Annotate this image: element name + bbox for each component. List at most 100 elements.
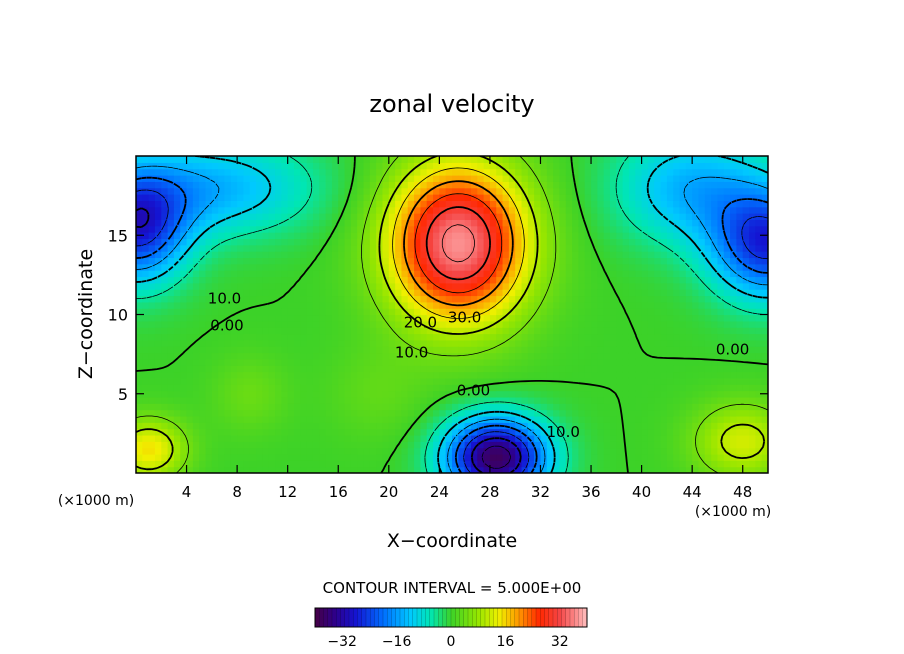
heatmap-cell (167, 181, 175, 189)
heatmap-cell (186, 276, 194, 284)
heatmap-cell (597, 181, 605, 189)
heatmap-cell (666, 301, 674, 309)
heatmap-cell (180, 409, 188, 417)
heatmap-cell (483, 384, 491, 392)
heatmap-cell (685, 282, 693, 290)
heatmap-cell (262, 200, 270, 208)
heatmap-cell (142, 282, 150, 290)
heatmap-cell (218, 390, 226, 398)
heatmap-cell (237, 327, 245, 335)
heatmap-cell (388, 251, 396, 259)
heatmap-cell (407, 384, 415, 392)
heatmap-cell (553, 187, 561, 195)
heatmap-cell (692, 447, 700, 455)
heatmap-cell (572, 213, 579, 220)
heatmap-cell (755, 181, 763, 189)
heatmap-cell (723, 270, 731, 278)
heatmap-cell (192, 289, 200, 297)
heatmap-cell (704, 358, 712, 366)
heatmap-cell (660, 168, 668, 176)
heatmap-cell (331, 466, 339, 473)
heatmap-cell (199, 403, 207, 411)
heatmap-cell (559, 244, 567, 252)
heatmap-cell (420, 403, 428, 411)
heatmap-cell (325, 422, 333, 430)
heatmap-cell (243, 377, 251, 385)
heatmap-cell (540, 333, 548, 341)
heatmap-cell (736, 187, 744, 195)
heatmap-cell (199, 365, 207, 373)
heatmap-cell (249, 168, 257, 176)
heatmap-cell (376, 409, 384, 417)
heatmap-cell (698, 257, 706, 265)
heatmap-cell (508, 175, 516, 182)
heatmap-cell (749, 352, 756, 360)
heatmap-cell (154, 434, 162, 442)
heatmap-cell (256, 251, 263, 259)
heatmap-cell (622, 225, 630, 233)
heatmap-cell (256, 206, 263, 214)
heatmap-cell (281, 251, 289, 259)
heatmap-cell (679, 282, 687, 290)
heatmap-cell (591, 377, 598, 385)
heatmap-cell (742, 434, 750, 442)
heatmap-cell (578, 365, 586, 373)
heatmap-cell (673, 257, 681, 265)
heatmap-cell (559, 238, 567, 246)
heatmap-cell (464, 263, 472, 271)
heatmap-cell (199, 168, 207, 176)
heatmap-cell (572, 460, 579, 468)
heatmap-cell (294, 346, 301, 354)
heatmap-cell (685, 175, 693, 182)
heatmap-cell (679, 434, 687, 442)
heatmap-cell (496, 156, 504, 163)
heatmap-cell (186, 365, 194, 373)
heatmap-cell (312, 187, 320, 195)
heatmap-cell (546, 422, 554, 430)
heatmap-cell (344, 358, 352, 366)
heatmap-cell (205, 352, 213, 360)
heatmap-cell (395, 352, 403, 360)
heatmap-cell (325, 314, 333, 322)
heatmap-cell (281, 225, 289, 233)
heatmap-cell (527, 327, 535, 335)
heatmap-cell (395, 396, 403, 404)
heatmap-cell (325, 257, 333, 265)
heatmap-cell (736, 415, 744, 423)
heatmap-cell (205, 428, 213, 436)
heatmap-cell (755, 314, 763, 322)
heatmap-cell (666, 346, 674, 354)
heatmap-cell (439, 219, 447, 227)
heatmap-cell (572, 428, 579, 436)
heatmap-cell (452, 270, 459, 278)
heatmap-cell (565, 244, 573, 252)
heatmap-cell (755, 270, 763, 278)
heatmap-cell (300, 415, 308, 423)
heatmap-cell (306, 333, 314, 341)
heatmap-cell (439, 263, 447, 271)
heatmap-cell (262, 219, 270, 227)
heatmap-cell (382, 181, 390, 189)
heatmap-cell (508, 396, 516, 404)
heatmap-cell (439, 282, 447, 290)
heatmap-cell (369, 333, 377, 341)
heatmap-cell (167, 377, 175, 385)
heatmap-cell (205, 396, 213, 404)
heatmap-cell (755, 257, 763, 265)
heatmap-cell (281, 320, 289, 328)
heatmap-cell (287, 181, 295, 189)
heatmap-cell (148, 339, 156, 347)
heatmap-cell (180, 415, 188, 423)
heatmap-cell (445, 358, 453, 366)
heatmap-cell (338, 181, 346, 189)
heatmap-cell (319, 352, 327, 360)
heatmap-cell (584, 251, 592, 259)
heatmap-cell (148, 225, 156, 233)
heatmap-cell (692, 422, 700, 430)
heatmap-cell (388, 396, 396, 404)
heatmap-cell (755, 238, 763, 246)
heatmap-cell (211, 320, 219, 328)
heatmap-cell (603, 453, 611, 461)
heatmap-cell (243, 358, 251, 366)
heatmap-cell (369, 320, 377, 328)
